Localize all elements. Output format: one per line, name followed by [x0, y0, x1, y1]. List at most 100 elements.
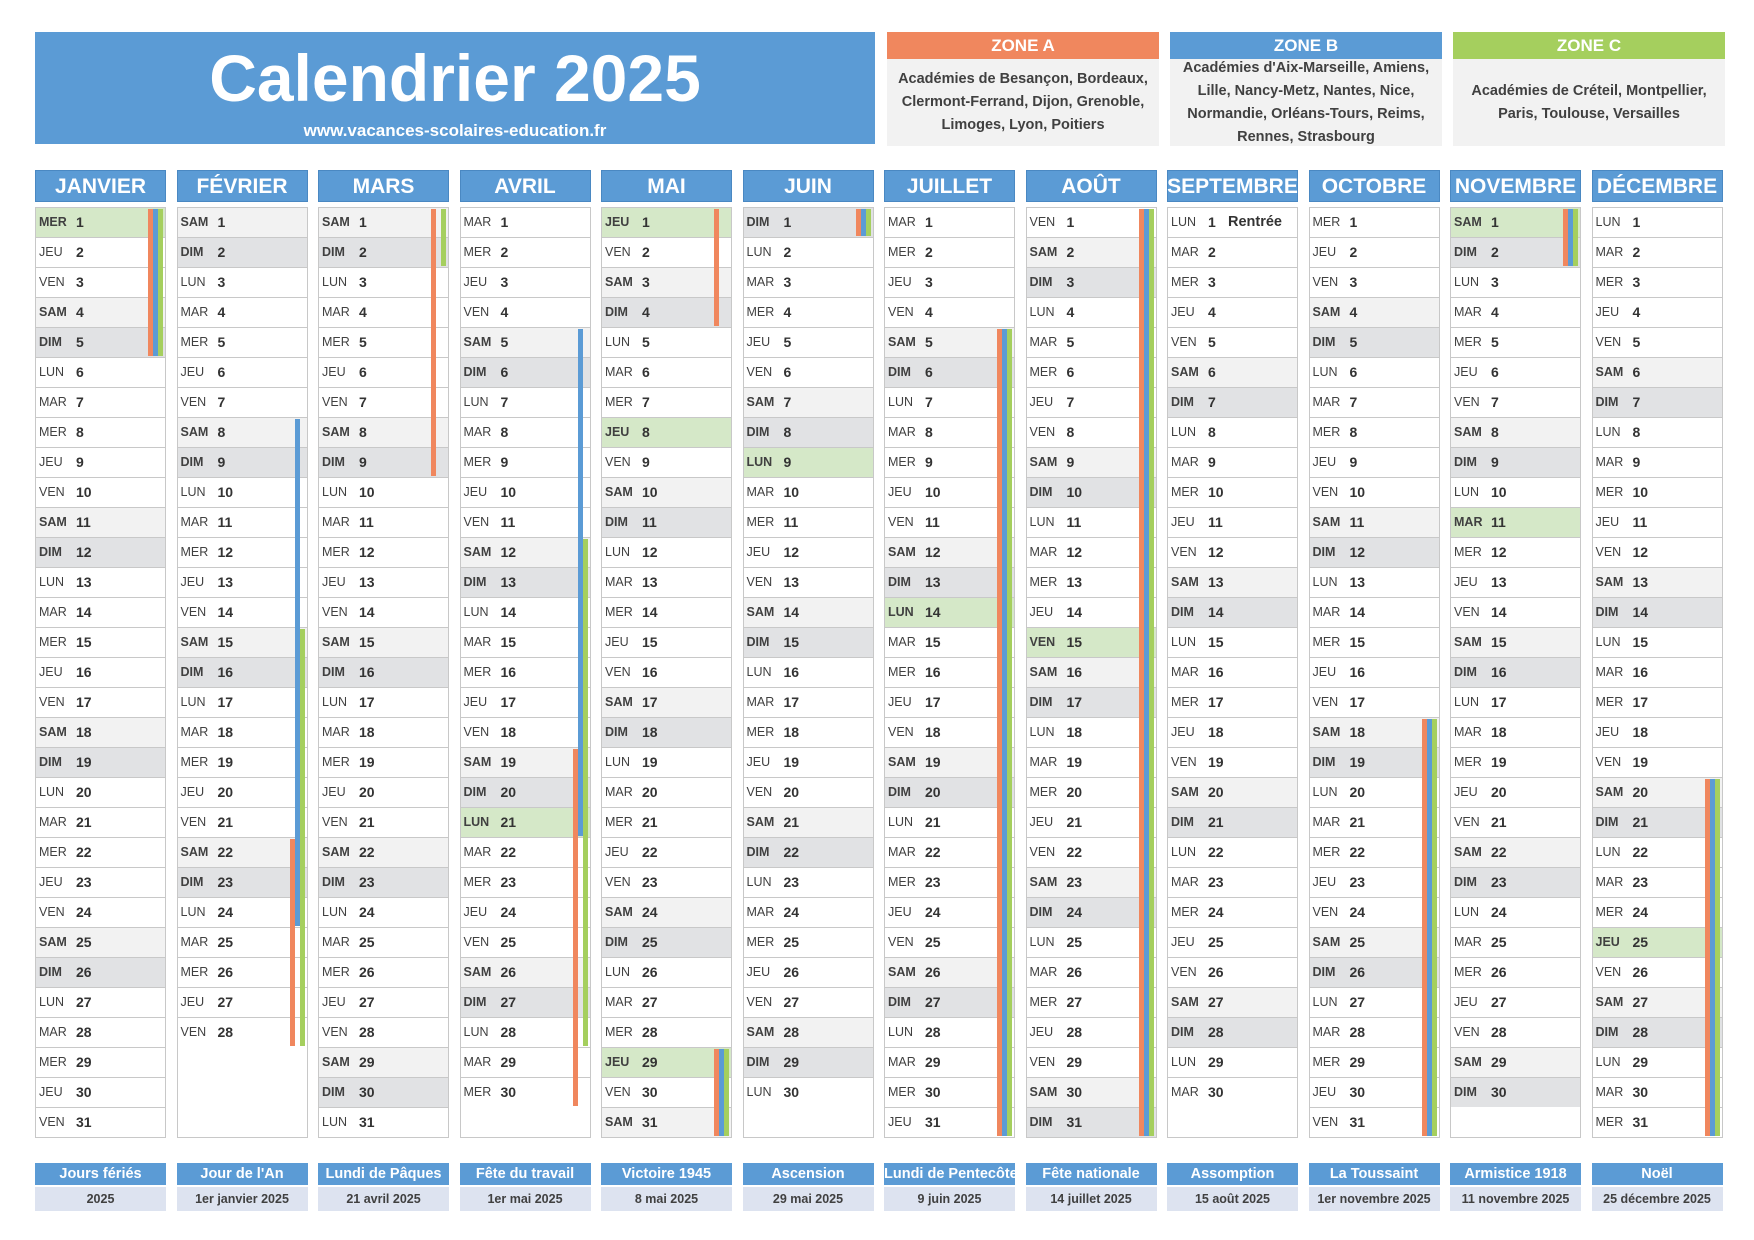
day-cell[interactable]: VEN 12 — [1168, 537, 1297, 567]
day-cell[interactable]: MAR 21 — [36, 807, 165, 837]
day-cell[interactable]: JEU 9 — [1309, 447, 1439, 477]
day-cell[interactable]: JEU 15 — [602, 627, 731, 657]
day-cell[interactable]: MAR 13 — [602, 567, 731, 597]
day-cell[interactable]: JEU 27 — [177, 987, 307, 1017]
day-cell[interactable]: VEN 15 — [1026, 627, 1156, 657]
day-cell[interactable]: JEU 29 — [602, 1047, 731, 1077]
day-cell[interactable]: VEN 29 — [1026, 1047, 1156, 1077]
day-cell[interactable]: MER 7 — [602, 387, 731, 417]
day-cell[interactable]: VEN 30 — [602, 1077, 731, 1107]
day-cell[interactable]: VEN 25 — [885, 927, 1014, 957]
day-cell[interactable]: VEN 25 — [460, 927, 590, 957]
day-cell[interactable]: MER 17 — [1592, 687, 1722, 717]
day-cell[interactable]: DIM 15 — [743, 627, 873, 657]
day-cell[interactable]: MER 12 — [1451, 537, 1580, 567]
day-cell[interactable]: DIM 2 — [319, 237, 448, 267]
day-cell[interactable]: SAM 30 — [1026, 1077, 1156, 1107]
day-cell[interactable]: MAR 1 — [885, 207, 1014, 237]
day-cell[interactable]: VEN 11 — [885, 507, 1014, 537]
day-cell[interactable]: LUN 24 — [177, 897, 307, 927]
day-cell[interactable]: VEN 31 — [36, 1107, 165, 1137]
day-cell[interactable]: MER 11 — [743, 507, 873, 537]
day-cell[interactable]: LUN 10 — [319, 477, 448, 507]
day-cell[interactable]: DIM 6 — [885, 357, 1014, 387]
day-cell[interactable]: JEU 30 — [1309, 1077, 1439, 1107]
day-cell[interactable]: MAR 30 — [1168, 1077, 1297, 1107]
day-cell[interactable]: MER 26 — [177, 957, 307, 987]
day-cell[interactable]: JEU 11 — [1592, 507, 1722, 537]
day-cell[interactable]: MAR 7 — [1309, 387, 1439, 417]
day-cell[interactable]: LUN 17 — [177, 687, 307, 717]
day-cell[interactable]: DIM 30 — [319, 1077, 448, 1107]
day-cell[interactable]: LUN 8 — [1168, 417, 1297, 447]
day-cell[interactable]: JEU 11 — [1168, 507, 1297, 537]
day-cell[interactable]: JEU 18 — [1592, 717, 1722, 747]
day-cell[interactable]: LUN 2 — [743, 237, 873, 267]
day-cell[interactable]: SAM 31 — [602, 1107, 731, 1137]
day-cell[interactable]: LUN 28 — [460, 1017, 590, 1047]
day-cell[interactable]: MAR 9 — [1168, 447, 1297, 477]
day-cell[interactable]: DIM 11 — [602, 507, 731, 537]
day-cell[interactable]: JEU 28 — [1026, 1017, 1156, 1047]
day-cell[interactable]: MAR 22 — [460, 837, 590, 867]
day-cell[interactable]: MER 19 — [177, 747, 307, 777]
day-cell[interactable]: VEN 1 — [1026, 207, 1156, 237]
day-cell[interactable]: DIM 26 — [1309, 957, 1439, 987]
day-cell[interactable]: DIM 23 — [177, 867, 307, 897]
day-cell[interactable]: LUN 15 — [1168, 627, 1297, 657]
day-cell[interactable]: MAR 16 — [1592, 657, 1722, 687]
day-cell[interactable]: MER 23 — [885, 867, 1014, 897]
day-cell[interactable]: DIM 16 — [1451, 657, 1580, 687]
day-cell[interactable]: SAM 4 — [36, 297, 165, 327]
day-cell[interactable]: SAM 9 — [1026, 447, 1156, 477]
day-cell[interactable]: SAM 13 — [1168, 567, 1297, 597]
day-cell[interactable]: DIM 8 — [743, 417, 873, 447]
day-cell[interactable]: MAR 22 — [885, 837, 1014, 867]
day-cell[interactable]: VEN 10 — [36, 477, 165, 507]
day-cell[interactable]: LUN 5 — [602, 327, 731, 357]
day-cell[interactable]: MER 29 — [36, 1047, 165, 1077]
day-cell[interactable]: MER 10 — [1592, 477, 1722, 507]
day-cell[interactable]: SAM 26 — [885, 957, 1014, 987]
day-cell[interactable]: SAM 27 — [1168, 987, 1297, 1017]
day-cell[interactable]: LUN 28 — [885, 1017, 1014, 1047]
day-cell[interactable]: MER 9 — [460, 447, 590, 477]
day-cell[interactable]: SAM 28 — [743, 1017, 873, 1047]
day-cell[interactable]: VEN 5 — [1592, 327, 1722, 357]
day-cell[interactable]: MAR 29 — [885, 1047, 1014, 1077]
day-cell[interactable]: MER 22 — [1309, 837, 1439, 867]
day-cell[interactable]: SAM 27 — [1592, 987, 1722, 1017]
day-cell[interactable]: MAR 24 — [743, 897, 873, 927]
day-cell[interactable]: VEN 26 — [1168, 957, 1297, 987]
day-cell[interactable]: MER 8 — [1309, 417, 1439, 447]
day-cell[interactable]: MER 29 — [1309, 1047, 1439, 1077]
day-cell[interactable]: MAR 17 — [743, 687, 873, 717]
day-cell[interactable]: SAM 18 — [36, 717, 165, 747]
day-cell[interactable]: DIM 3 — [1026, 267, 1156, 297]
day-cell[interactable]: SAM 7 — [743, 387, 873, 417]
website-url[interactable]: www.vacances-scolaires-education.fr — [303, 121, 607, 140]
day-cell[interactable]: MAR 11 — [1451, 507, 1580, 537]
day-cell[interactable]: MER 24 — [1168, 897, 1297, 927]
day-cell[interactable]: JEU 13 — [319, 567, 448, 597]
day-cell[interactable]: LUN 21 — [460, 807, 590, 837]
day-cell[interactable]: MAR 14 — [1309, 597, 1439, 627]
day-cell[interactable]: JEU 17 — [460, 687, 590, 717]
day-cell[interactable]: VEN 21 — [1451, 807, 1580, 837]
day-cell[interactable]: SAM 26 — [460, 957, 590, 987]
day-cell[interactable]: SAM 16 — [1026, 657, 1156, 687]
day-cell[interactable]: DIM 26 — [36, 957, 165, 987]
day-cell[interactable]: MAR 7 — [36, 387, 165, 417]
day-cell[interactable]: JEU 13 — [1451, 567, 1580, 597]
day-cell[interactable]: LUN 1 Rentrée — [1168, 207, 1297, 237]
day-cell[interactable]: SAM 22 — [1451, 837, 1580, 867]
day-cell[interactable]: VEN 14 — [177, 597, 307, 627]
day-cell[interactable]: JEU 31 — [885, 1107, 1014, 1137]
day-cell[interactable]: MAR 26 — [1026, 957, 1156, 987]
day-cell[interactable]: MAR 11 — [177, 507, 307, 537]
day-cell[interactable]: MAR 5 — [1026, 327, 1156, 357]
day-cell[interactable]: LUN 8 — [1592, 417, 1722, 447]
day-cell[interactable]: DIM 27 — [885, 987, 1014, 1017]
day-cell[interactable]: JEU 14 — [1026, 597, 1156, 627]
day-cell[interactable]: VEN 3 — [1309, 267, 1439, 297]
